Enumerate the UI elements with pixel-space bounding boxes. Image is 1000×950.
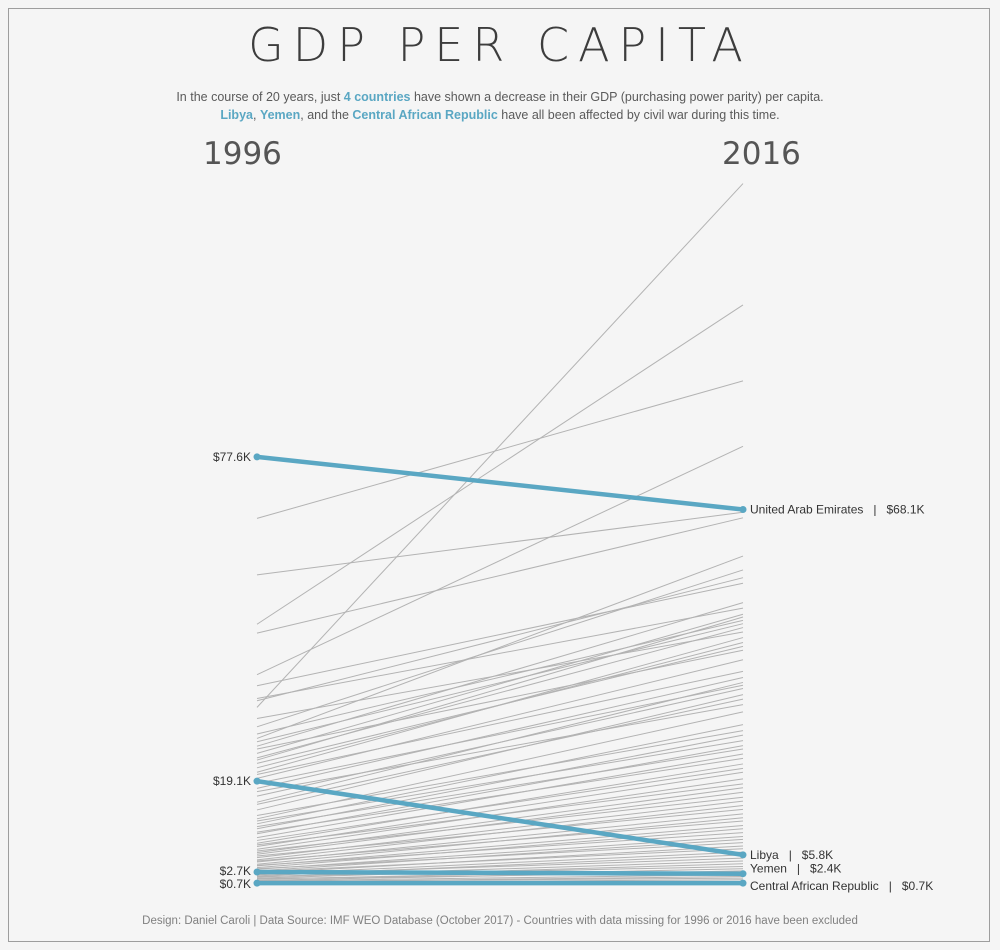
country-line-20: [256, 645, 744, 764]
point-1996-central-african-republic: [253, 879, 261, 887]
point-1996-united-arab-emirates: [253, 453, 261, 461]
country-line-46: [256, 791, 744, 855]
country-line-27: [256, 688, 744, 797]
point-1996-yemen: [253, 868, 261, 876]
country-line-61: [256, 848, 744, 872]
country-line-8: [256, 577, 744, 702]
country-line-39: [256, 757, 744, 833]
country-line-12: [256, 613, 744, 754]
point-2016-united-arab-emirates: [739, 506, 747, 514]
year-1996-label: 1996: [203, 136, 282, 172]
chart-title: GDP PER CAPITA: [248, 18, 752, 72]
subtitle-text: have shown a decrease in their GDP (purc…: [410, 90, 824, 104]
subtitle-highlight-libya: Libya: [220, 108, 253, 122]
highlighted-countries-lines: [253, 453, 747, 887]
label-1996-united-arab-emirates: $77.6K: [213, 450, 251, 464]
country-line-15: [256, 623, 744, 743]
country-line-29: [256, 698, 744, 805]
country-line-0: [256, 183, 744, 708]
line-yemen: [254, 869, 746, 876]
subtitle-text: ,: [252, 108, 260, 122]
country-line-23: [256, 670, 744, 775]
country-line-28: [256, 694, 744, 811]
country-line-7: [256, 569, 744, 728]
subtitle-highlight-yemen: Yemen: [259, 108, 301, 122]
subtitle-line-2: Libya, Yemen, and the Central African Re…: [0, 106, 1000, 124]
country-line-26: [256, 684, 744, 784]
point-2016-libya: [739, 851, 747, 859]
label-1996-libya: $19.1K: [213, 774, 251, 788]
label-2016-yemen: Yemen | $2.4K: [750, 862, 841, 876]
country-line-54: [256, 824, 744, 867]
country-line-9: [256, 582, 744, 687]
country-line-3: [256, 445, 744, 676]
country-line-37: [256, 748, 744, 828]
country-line-36: [256, 745, 744, 835]
country-line-1: [256, 304, 744, 625]
chart-frame: [8, 8, 990, 942]
value-labels: $77.6K United Arab Emirates | $68.1K $19.1…: [213, 450, 933, 893]
label-1996-central-african-republic: $0.7K: [220, 877, 251, 891]
country-line-35: [256, 740, 744, 822]
country-line-16: [256, 627, 744, 759]
country-line-56: [256, 832, 744, 866]
country-line-47: [256, 796, 744, 852]
country-line-55: [256, 828, 744, 869]
label-1996-yemen: $2.7K: [220, 864, 251, 878]
country-line-42: [256, 771, 744, 848]
country-line-22: [256, 659, 744, 779]
country-line-17: [256, 631, 744, 719]
label-2016-united-arab-emirates: United Arab Emirates | $68.1K: [750, 503, 925, 517]
country-line-6: [256, 555, 744, 739]
country-line-10: [256, 602, 744, 747]
country-line-14: [256, 619, 744, 735]
country-line-11: [256, 607, 744, 700]
chart-footer: Design: Daniel Caroli | Data Source: IMF…: [142, 915, 858, 927]
chart-subtitle: In the course of 20 years, just 4 countr…: [0, 88, 1000, 124]
subtitle-text: have all been affected by civil war duri…: [497, 108, 780, 122]
subtitle-text: In the course of 20 years, just: [176, 90, 344, 104]
label-2016-central-african-republic: Central African Republic | $0.7K: [750, 879, 933, 893]
country-line-2: [256, 380, 744, 519]
country-line-24: [256, 676, 744, 789]
subtitle-highlight-count: 4 countries: [343, 90, 411, 104]
country-line-5: [256, 517, 744, 634]
country-line-33: [256, 730, 744, 816]
country-line-30: [256, 704, 744, 793]
subtitle-highlight-car: Central African Republic: [352, 108, 498, 122]
other-countries-lines: [256, 183, 744, 884]
country-line-60: [256, 845, 744, 874]
country-line-71: [256, 874, 744, 882]
point-2016-yemen: [739, 870, 747, 878]
country-line-21: [256, 649, 744, 750]
year-2016-label: 2016: [722, 136, 801, 172]
country-line-44: [256, 783, 744, 846]
country-line-59: [256, 842, 744, 870]
point-1996-libya: [253, 777, 261, 785]
country-line-50: [256, 808, 744, 857]
country-line-38: [256, 753, 744, 839]
line-libya: [254, 778, 746, 858]
country-line-41: [256, 767, 744, 841]
country-line-53: [256, 820, 744, 862]
country-line-40: [256, 763, 744, 844]
subtitle-text: , and the: [300, 108, 353, 122]
subtitle-line-1: In the course of 20 years, just 4 countr…: [0, 88, 1000, 106]
label-2016-libya: Libya | $5.8K: [750, 848, 833, 862]
point-2016-central-african-republic: [739, 879, 747, 887]
country-line-4: [256, 511, 744, 576]
line-united-arab-emirates: [254, 454, 746, 512]
